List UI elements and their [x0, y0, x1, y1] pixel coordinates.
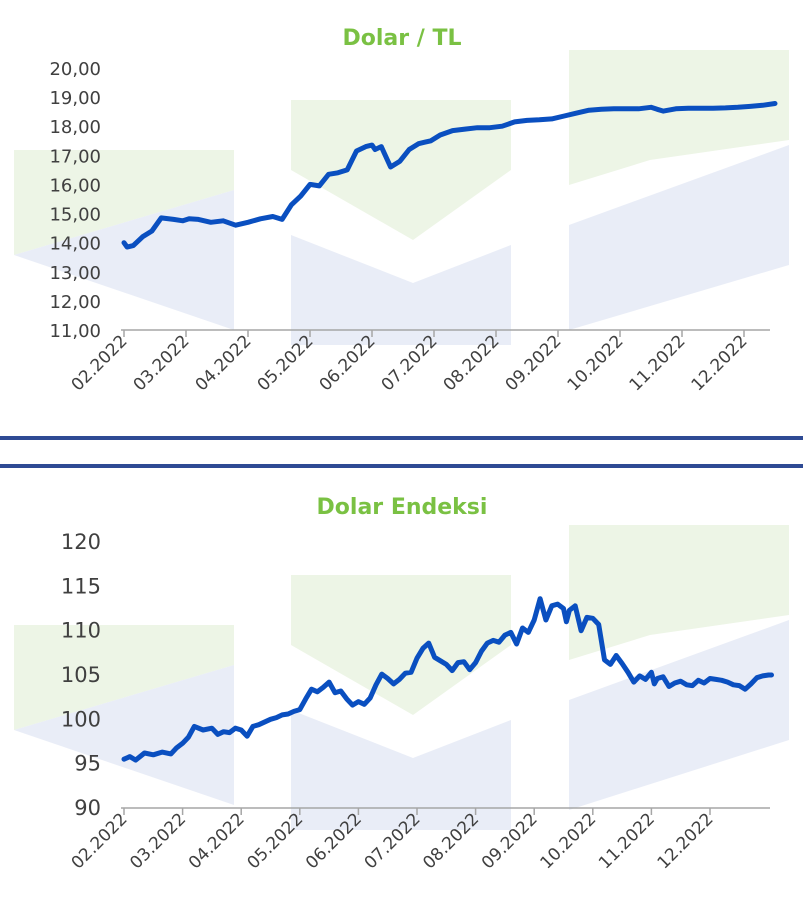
y-tick-label: 13,00 [49, 263, 101, 284]
y-tick-label: 11,00 [49, 321, 101, 342]
y-axis-ticks: 120 115 110 105 100 95 90 [61, 530, 101, 820]
y-tick-label: 120 [61, 530, 101, 554]
x-tick-label: 03.2022 [130, 331, 194, 395]
usd-try-series-line [121, 101, 778, 250]
y-tick-label: 100 [61, 707, 101, 731]
x-tick-label: 10.2022 [564, 331, 628, 395]
y-tick-label: 15,00 [49, 205, 101, 226]
x-tick-label: 12.2022 [654, 809, 718, 873]
watermark-logo-top [14, 50, 789, 345]
x-tick-label: 09.2022 [502, 331, 566, 395]
y-tick-label: 20,00 [49, 59, 101, 80]
y-tick-label: 19,00 [49, 88, 101, 109]
x-tick-label: 05.2022 [254, 331, 318, 395]
x-tick-label: 04.2022 [192, 331, 256, 395]
y-tick-label: 115 [61, 574, 101, 598]
y-tick-label: 90 [74, 796, 101, 820]
watermark-logo-bottom [14, 525, 789, 830]
y-tick-label: 12,00 [49, 292, 101, 313]
y-tick-label: 17,00 [49, 146, 101, 167]
x-tick-label: 03.2022 [126, 809, 190, 873]
y-tick-label: 110 [61, 619, 101, 643]
y-tick-label: 95 [74, 752, 101, 776]
y-tick-label: 105 [61, 663, 101, 687]
x-tick-label: 04.2022 [185, 809, 249, 873]
x-tick-label: 10.2022 [536, 809, 600, 873]
y-tick-label: 16,00 [49, 175, 101, 196]
x-tick-label: 11.2022 [626, 331, 690, 395]
y-tick-label: 14,00 [49, 234, 101, 255]
dollar-index-series-line [121, 596, 774, 763]
chart-title: Dolar Endeksi [317, 495, 488, 520]
y-axis-ticks: 20,00 19,00 18,00 17,00 16,00 15,00 14,00 13,00… [49, 59, 101, 342]
y-tick-label: 18,00 [49, 117, 101, 138]
x-tick-label: 05.2022 [243, 809, 307, 873]
x-tick-label: 11.2022 [595, 809, 659, 873]
x-tick-label: 12.2022 [688, 331, 752, 395]
chart-title: Dolar / TL [343, 26, 462, 51]
